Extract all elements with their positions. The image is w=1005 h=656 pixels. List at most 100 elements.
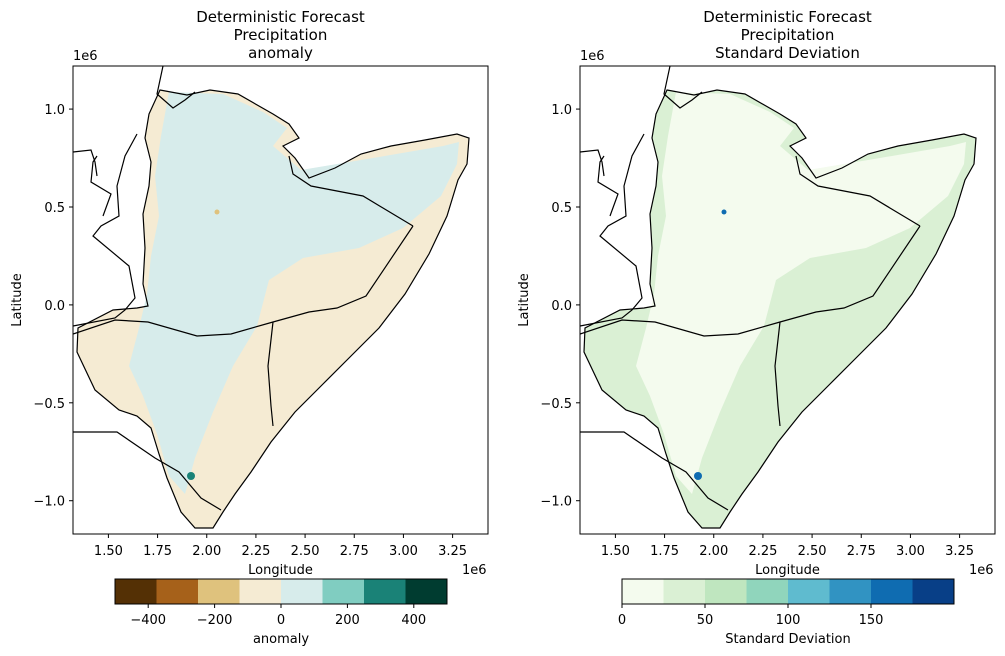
x-axis-label: Longitude <box>755 563 820 578</box>
colorbar-tick-label: 200 <box>335 613 360 628</box>
coastline <box>583 89 977 529</box>
country-border <box>795 155 921 227</box>
y-tick-label: 0.5 <box>44 201 65 216</box>
country-border <box>73 133 138 327</box>
chart-title-line: Deterministic Forecast <box>703 8 872 26</box>
x-axis-label: Longitude <box>248 563 313 578</box>
colorbar-tick-label: 400 <box>401 613 426 628</box>
y-tick-label: −0.5 <box>540 397 572 412</box>
y-tick-label: −1.0 <box>540 495 572 510</box>
country-border <box>580 133 645 327</box>
axes-frame <box>579 65 996 535</box>
colorbar-tick-label: 0 <box>277 613 285 628</box>
colorbar-bin <box>871 579 913 604</box>
x-tick-label: 3.25 <box>438 544 467 559</box>
country-border <box>90 155 112 217</box>
x-tick-label: 3.00 <box>389 544 418 559</box>
x-tick-label: 2.75 <box>847 544 876 559</box>
colorbar-bin <box>912 579 955 604</box>
colorbar-tick-label: 50 <box>697 613 714 628</box>
colorbar-bin <box>156 579 199 604</box>
colorbar-bin <box>239 579 282 604</box>
hotspot-marker <box>721 209 727 215</box>
y-tick-label: −1.0 <box>33 495 65 510</box>
x-tick-label: 2.75 <box>340 544 369 559</box>
x-tick-label: 2.00 <box>192 544 221 559</box>
y-tick-label: 0.0 <box>551 299 572 314</box>
chart-title-line: Precipitation <box>234 26 328 44</box>
map-panel-1: Deterministic ForecastPrecipitationanoma… <box>10 8 489 647</box>
land-fill-band <box>129 92 459 494</box>
y-tick-label: 0.5 <box>551 201 572 216</box>
colorbar-bin <box>405 579 448 604</box>
x-offset-label: 1e6 <box>462 563 487 578</box>
colorbar-bin <box>364 579 406 604</box>
country-border <box>580 431 729 511</box>
y-tick-label: 1.0 <box>551 103 572 118</box>
country-border <box>663 66 703 109</box>
colorbar-bin <box>322 579 365 604</box>
colorbar-bin <box>663 579 706 604</box>
coastline <box>76 89 470 529</box>
country-border <box>774 321 781 427</box>
colorbar-tick-label: 100 <box>776 613 801 628</box>
y-tick-label: 0.0 <box>44 299 65 314</box>
x-tick-label: 2.00 <box>699 544 728 559</box>
x-tick-label: 1.50 <box>601 544 630 559</box>
x-tick-label: 1.50 <box>94 544 123 559</box>
x-tick-label: 2.50 <box>291 544 320 559</box>
country-border <box>597 155 619 217</box>
colorbar-bin <box>198 579 240 604</box>
x-tick-label: 2.50 <box>798 544 827 559</box>
country-border <box>73 149 98 177</box>
country-border <box>73 431 222 511</box>
chart-title-line: anomaly <box>248 44 313 62</box>
map-area <box>580 66 977 529</box>
y-tick-label: −0.5 <box>33 397 65 412</box>
colorbar-bin <box>281 579 323 604</box>
map-panel-2: Deterministic ForecastPrecipitationStand… <box>517 8 996 647</box>
hotspot-marker <box>187 472 195 480</box>
x-tick-label: 1.75 <box>143 544 172 559</box>
colorbar-tick-label: 0 <box>618 613 626 628</box>
y-axis-label: Latitude <box>10 273 25 327</box>
y-tick-label: 1.0 <box>44 103 65 118</box>
colorbar-bin <box>622 579 664 604</box>
chart-title-line: Precipitation <box>741 26 835 44</box>
colorbar-label: anomaly <box>253 632 309 647</box>
axes-frame <box>72 65 489 535</box>
country-border <box>73 225 414 337</box>
country-border <box>288 155 414 227</box>
colorbar-bin <box>829 579 872 604</box>
chart-title-line: Standard Deviation <box>715 44 860 62</box>
x-tick-label: 3.00 <box>896 544 925 559</box>
hotspot-marker <box>694 472 702 480</box>
x-tick-label: 2.25 <box>748 544 777 559</box>
chart-title-line: Deterministic Forecast <box>196 8 365 26</box>
country-border <box>580 149 605 177</box>
colorbar-bin <box>746 579 789 604</box>
y-offset-label: 1e6 <box>580 49 605 64</box>
x-tick-label: 1.75 <box>650 544 679 559</box>
colorbar: −400 −200 0 200 400 anomaly <box>114 578 448 647</box>
hotspot-marker <box>214 209 220 215</box>
country-border <box>267 321 274 427</box>
y-axis-label: Latitude <box>517 273 532 327</box>
colorbar-tick-label: −400 <box>130 613 166 628</box>
colorbar-label: Standard Deviation <box>725 632 850 647</box>
x-tick-label: 2.25 <box>241 544 270 559</box>
x-tick-label: 3.25 <box>945 544 974 559</box>
land-fill-band <box>636 92 966 494</box>
colorbar: 0 50 100 150 Standard Deviation <box>618 578 955 647</box>
colorbar-bin <box>705 579 747 604</box>
colorbar-bin <box>115 579 157 604</box>
x-offset-label: 1e6 <box>969 563 994 578</box>
map-area <box>73 66 470 529</box>
country-border <box>156 66 196 109</box>
colorbar-tick-label: 150 <box>859 613 884 628</box>
country-border <box>580 225 921 337</box>
y-offset-label: 1e6 <box>73 49 98 64</box>
colorbar-bin <box>788 579 830 604</box>
colorbar-tick-label: −200 <box>197 613 233 628</box>
